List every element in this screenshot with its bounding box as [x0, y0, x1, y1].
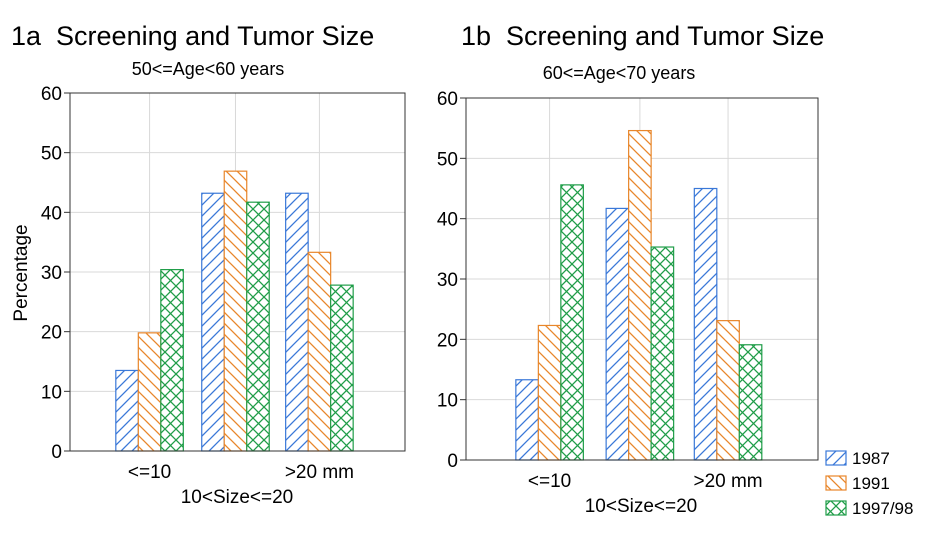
y-tick-label: 60: [437, 89, 458, 110]
y-axis-label-1a: Percentage: [11, 224, 32, 321]
y-tick-label: 30: [437, 270, 458, 291]
x-categories-1b: <=10 >20 mm: [528, 471, 763, 492]
bars-1a: [115, 170, 354, 452]
x-category-label: <=10: [528, 471, 571, 492]
bar-1991-cat1: [628, 129, 652, 461]
bar-1991-cat0: [537, 324, 562, 461]
y-tick-label: 0: [447, 451, 458, 472]
bar-1987-cat0: [515, 379, 539, 461]
bar-1987-cat2: [285, 192, 309, 452]
y-tick-label: 60: [41, 84, 62, 105]
chart-title-1b: 1b Screening and Tumor Size: [461, 21, 824, 51]
x-category-label: <=10: [128, 462, 171, 483]
y-tick-label: 20: [41, 323, 62, 344]
bars-1b: [515, 129, 763, 461]
x-axis-label-1a: 10<Size<=20: [181, 487, 294, 508]
legend-swatch-1991: [825, 475, 847, 491]
bar-1987-cat1: [201, 192, 225, 452]
bar-1991-cat1: [223, 170, 248, 452]
y-ticks-1a: 0 10 20 30 40 50 60: [41, 84, 70, 463]
bar-1987-cat1: [605, 207, 630, 461]
legend: 1987 1991 1997/98: [825, 449, 913, 518]
y-ticks-1b: 0 10 20 30 40 50 60: [437, 89, 466, 472]
y-tick-label: 30: [41, 263, 62, 284]
bar-1991-cat2: [716, 320, 740, 461]
y-tick-label: 0: [51, 442, 62, 463]
bar-1991-cat2: [307, 251, 332, 452]
legend-swatch-1987: [825, 450, 847, 466]
y-tick-label: 40: [437, 210, 458, 231]
bar-1997-98-cat2: [738, 344, 763, 461]
y-tick-label: 50: [41, 144, 62, 165]
bar-1997-98-cat1: [246, 201, 270, 452]
bar-1987-cat0: [115, 369, 139, 452]
bar-1997-98-cat2: [330, 284, 354, 452]
chart-title-1a: 1a Screening and Tumor Size: [11, 21, 374, 51]
bar-1997-98-cat1: [650, 246, 675, 461]
x-category-label: >20 mm: [285, 462, 354, 483]
panel-1b: 1b Screening and Tumor Size 60<=Age<70 y…: [437, 21, 824, 517]
legend-swatch-1997-98: [825, 500, 847, 516]
x-categories-1a: <=10 >20 mm: [128, 462, 354, 483]
bar-1987-cat2: [693, 187, 718, 461]
y-tick-label: 50: [437, 149, 458, 170]
y-tick-label: 10: [41, 382, 62, 403]
legend-label-1987: 1987: [852, 449, 890, 468]
x-category-label: >20 mm: [693, 471, 762, 492]
x-axis-label-1b: 10<Size<=20: [585, 496, 698, 517]
bar-1997-98-cat0: [160, 269, 184, 452]
chart-subtitle-1a: 50<=Age<60 years: [132, 59, 285, 79]
y-tick-label: 40: [41, 203, 62, 224]
y-tick-label: 10: [437, 391, 458, 412]
legend-label-1997-98: 1997/98: [852, 499, 913, 518]
panel-1a: 1a Screening and Tumor Size 50<=Age<60 y…: [11, 21, 406, 508]
bar-1997-98-cat0: [560, 184, 584, 461]
legend-label-1991: 1991: [852, 474, 890, 493]
y-tick-label: 20: [437, 330, 458, 351]
chart-subtitle-1b: 60<=Age<70 years: [543, 63, 696, 83]
bar-1991-cat0: [137, 332, 162, 452]
